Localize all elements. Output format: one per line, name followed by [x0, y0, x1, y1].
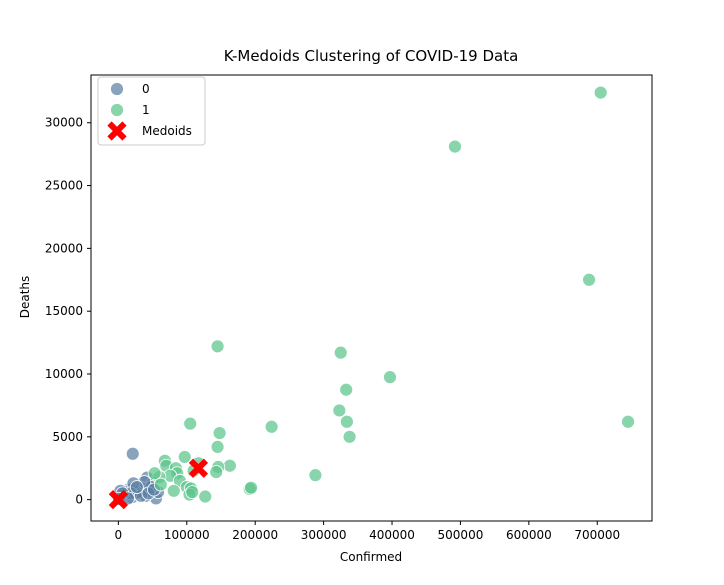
scatter-point-cluster-1 — [209, 465, 224, 479]
axes-frame — [90, 74, 653, 522]
scatter-point-cluster-0 — [129, 480, 144, 494]
x-tick-label: 700000 — [574, 528, 620, 542]
x-tick-label: 200000 — [232, 528, 278, 542]
scatter-point-cluster-1 — [383, 370, 397, 385]
scatter-point-cluster-1 — [183, 416, 198, 431]
scatter-point-cluster-1 — [308, 468, 323, 483]
y-tick-label: 25000 — [45, 179, 83, 193]
scatter-point-cluster-1 — [185, 485, 200, 500]
y-axis-label: Deaths — [18, 276, 32, 319]
x-tick-label: 500000 — [438, 528, 484, 542]
legend-label: Medoids — [142, 124, 192, 138]
y-tick-label: 30000 — [45, 116, 83, 130]
x-tick-label: 0 — [115, 528, 123, 542]
scatter-point-cluster-1 — [212, 426, 227, 440]
legend-marker — [110, 82, 124, 96]
scatter-point-cluster-1 — [166, 483, 181, 498]
x-tick-label: 400000 — [369, 528, 415, 542]
legend: 0 1 Medoids — [97, 76, 206, 146]
legend-entry: 1 — [110, 103, 150, 117]
scatter-point-cluster-1 — [222, 458, 237, 473]
axis-ticks: 0 100000 200000 300000 400000 500000 600000 700… — [45, 116, 620, 542]
scatter-point-cluster-1 — [210, 339, 225, 354]
scatter-point-cluster-1 — [264, 419, 279, 434]
y-tick-label: 5000 — [52, 430, 83, 444]
legend-box — [97, 76, 206, 146]
legend-entry: 0 — [110, 82, 150, 96]
scatter-point-cluster-1 — [339, 414, 354, 429]
scatter-point-cluster-1 — [210, 439, 225, 454]
scatter-point-cluster-0 — [125, 446, 140, 461]
legend-marker — [110, 103, 124, 117]
y-tick-label: 10000 — [45, 367, 83, 381]
scatter-point-cluster-1 — [332, 403, 347, 418]
scatter-point-cluster-1 — [342, 429, 357, 444]
scatter-point-cluster-1 — [244, 480, 258, 495]
chart-title: K-Medoids Clustering of COVID-19 Data — [224, 47, 519, 65]
medoid-point — [188, 458, 209, 478]
x-tick-label: 100000 — [164, 528, 210, 542]
scatter-point-cluster-1 — [621, 414, 635, 429]
y-tick-label: 20000 — [45, 241, 83, 255]
scatter-point-cluster-1 — [448, 139, 462, 154]
plot-area — [108, 85, 635, 510]
x-tick-label: 300000 — [301, 528, 347, 542]
legend-label: 1 — [142, 103, 150, 117]
scatter-point-cluster-1 — [333, 345, 348, 360]
scatter-point-cluster-1 — [177, 450, 192, 464]
legend-label: 0 — [142, 82, 150, 96]
scatter-point-cluster-1 — [339, 382, 354, 397]
x-axis-label: Confirmed — [340, 550, 402, 564]
y-tick-label: 15000 — [45, 304, 83, 318]
scatter-point-cluster-1 — [147, 466, 162, 481]
legend-marker — [107, 121, 127, 141]
scatter-point-cluster-1 — [153, 477, 168, 492]
scatter-point-cluster-1 — [198, 489, 213, 504]
y-tick-label: 0 — [75, 493, 83, 507]
scatter-point-cluster-1 — [582, 272, 596, 287]
scatter-point-cluster-1 — [593, 85, 608, 100]
x-tick-label: 600000 — [506, 528, 552, 542]
legend-entry: Medoids — [107, 121, 192, 141]
medoid-point — [108, 490, 128, 510]
